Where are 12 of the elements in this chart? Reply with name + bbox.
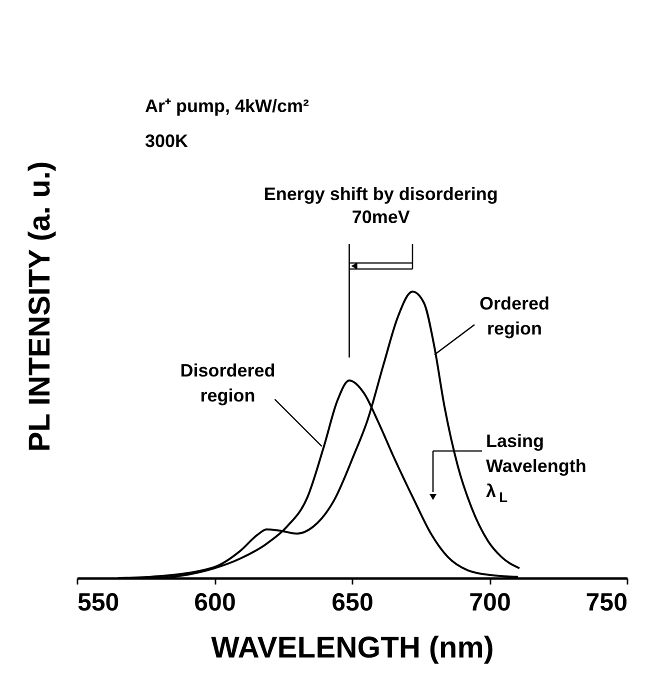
y-axis-title: PL INTENSITY (a. u.) (24, 161, 56, 452)
x-tick-label: 600 (194, 588, 236, 616)
text: Energy shift by disordering 70meV (264, 184, 498, 227)
x-tick-label: 650 (332, 588, 374, 616)
x-tick-label: 550 (78, 588, 120, 616)
x-tick-label: 700 (469, 588, 511, 616)
text: 300K (145, 131, 188, 151)
annotation: Ordered region (479, 294, 550, 339)
x-tick-label: 750 (586, 588, 628, 616)
text: Ar⁺ pump, 4kW/cm² (145, 96, 310, 116)
x-axis-title: WAVELENGTH (nm) (211, 632, 494, 664)
annotation: Disordered region (180, 360, 276, 406)
